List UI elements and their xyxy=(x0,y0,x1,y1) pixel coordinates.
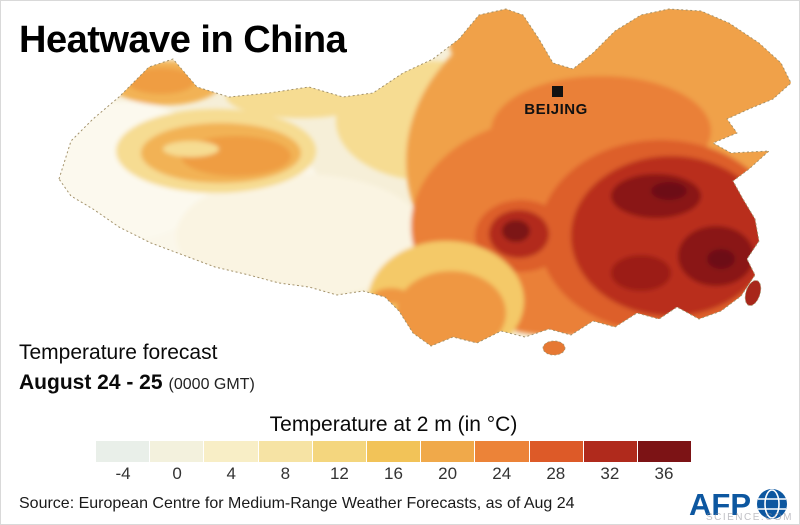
legend-color-segment xyxy=(204,441,258,462)
legend-color-segment xyxy=(96,441,150,462)
legend-color-segment xyxy=(583,441,637,462)
island-taiwan xyxy=(744,280,762,306)
watermark-text: SCIENCE.COM xyxy=(705,512,793,523)
afp-globe-icon xyxy=(757,489,787,519)
legend-tick-label: 28 xyxy=(546,464,566,483)
legend-color-segment xyxy=(258,441,312,462)
legend-tick-label: 8 xyxy=(280,464,291,483)
legend-color-segment xyxy=(421,441,475,462)
legend-tick-label: 12 xyxy=(329,464,349,483)
afp-logo-text: AFP xyxy=(689,486,751,522)
legend-color-segment xyxy=(475,441,529,462)
forecast-dates-note: (0000 GMT) xyxy=(168,376,255,393)
forecast-dates-bold: August 24 - 25 xyxy=(19,371,163,394)
legend-color-segment xyxy=(529,441,583,462)
legend-tick-label: 20 xyxy=(438,464,458,483)
legend-title: Temperature at 2 m (in °C) xyxy=(269,413,518,436)
legend-tick-label: 0 xyxy=(172,464,182,483)
forecast-caption: Temperature forecast xyxy=(19,341,218,364)
forecast-dates: August 24 - 25 (0000 GMT) xyxy=(19,371,255,395)
legend-tick-label: -4 xyxy=(115,464,131,483)
legend-tick-label: 4 xyxy=(226,464,236,483)
page-title: Heatwave in China xyxy=(19,19,347,61)
legend-tick-label: 32 xyxy=(600,464,620,483)
legend-color-segment xyxy=(366,441,421,462)
legend-bar xyxy=(96,441,692,462)
beijing-marker-square xyxy=(552,86,563,97)
island-hainan xyxy=(542,340,566,356)
legend-tick-label: 24 xyxy=(492,464,512,483)
legend-tick-label: 36 xyxy=(654,464,674,483)
legend-color-segment xyxy=(150,441,204,462)
source-credit: Source: European Centre for Medium-Range… xyxy=(19,495,575,512)
afp-logo: AFP xyxy=(689,487,793,521)
legend-ticks: -4 0 4 8 12 16 20 24 28 32 36 xyxy=(96,464,691,483)
beijing-label: BEIJING xyxy=(524,101,588,118)
legend-color-segment xyxy=(637,441,692,462)
legend-tick-label: 16 xyxy=(384,464,403,483)
legend-color-segment xyxy=(312,441,366,462)
